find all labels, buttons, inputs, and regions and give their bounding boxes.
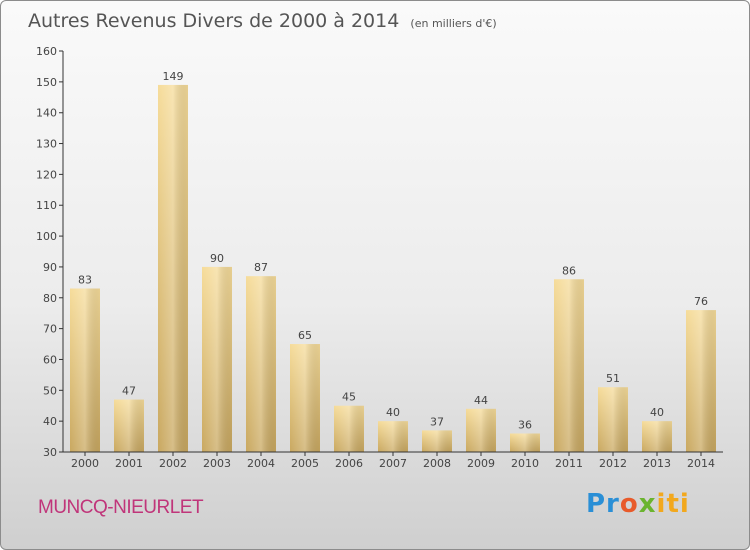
x-tick-label: 2012 [599, 457, 627, 470]
x-tick-label: 2014 [687, 457, 715, 470]
x-tick-label: 2007 [379, 457, 407, 470]
x-tick-label: 2011 [555, 457, 583, 470]
y-tick-label: 140 [36, 107, 57, 120]
bar-value-label: 47 [122, 385, 136, 398]
bar-value-label: 40 [650, 406, 664, 419]
bar-shine [466, 408, 496, 452]
bar-value-label: 37 [430, 415, 444, 428]
bar-shine [510, 433, 540, 452]
y-tick-label: 150 [36, 76, 57, 89]
chart-unit: (en milliers d'€) [410, 17, 497, 30]
bar-value-label: 40 [386, 406, 400, 419]
bar-shine [158, 84, 188, 452]
brand-logo: Proxiti [586, 489, 690, 519]
bar-value-label: 83 [78, 274, 92, 287]
y-tick-label: 60 [43, 353, 57, 366]
bars-group: 83 47 149 90 87 65 45 40 37 44 36 86 51 40 76 [70, 70, 716, 452]
bar-shine [598, 387, 628, 452]
y-tick-label: 30 [43, 446, 57, 459]
y-tick-label: 110 [36, 199, 57, 212]
x-tick-label: 2013 [643, 457, 671, 470]
x-tick-label: 2009 [467, 457, 495, 470]
bar-shine [246, 276, 276, 452]
x-tick-label: 2000 [71, 457, 99, 470]
bar-value-label: 44 [474, 394, 488, 407]
bar-shine [422, 430, 452, 452]
bar-shine [554, 279, 584, 452]
y-tick-label: 50 [43, 384, 57, 397]
y-tick-label: 130 [36, 138, 57, 151]
bar-shine [334, 405, 364, 452]
x-axis: 2000 2001 2002 2003 2004 2005 2006 2007 2008 2009… [63, 451, 723, 470]
location-name: MUNCQ-NIEURLET [38, 497, 204, 518]
chart-title: Autres Revenus Divers de 2000 à 2014 (en… [28, 10, 497, 32]
bar-value-label: 87 [254, 261, 268, 274]
y-tick-label: 120 [36, 168, 57, 181]
bar-shine [202, 266, 232, 452]
x-tick-label: 2010 [511, 457, 539, 470]
bar-shine [290, 344, 320, 452]
chart-title-text: Autres Revenus Divers de 2000 à 2014 [28, 10, 400, 32]
y-tick-label: 100 [36, 230, 57, 243]
x-tick-label: 2002 [159, 457, 187, 470]
y-tick-label: 40 [43, 415, 57, 428]
x-tick-label: 2001 [115, 457, 143, 470]
bar-shine [686, 310, 716, 452]
bar-value-label: 149 [163, 70, 184, 83]
bar-value-label: 65 [298, 329, 312, 342]
bar-value-label: 36 [518, 418, 532, 431]
bar-value-label: 76 [694, 295, 708, 308]
bar-value-label: 51 [606, 372, 620, 385]
y-tick-label: 90 [43, 261, 57, 274]
x-tick-label: 2008 [423, 457, 451, 470]
x-tick-label: 2004 [247, 457, 275, 470]
bar-shine [378, 421, 408, 452]
y-axis: 30 40 50 60 70 80 90 100 110 120 130 140 150 160 [36, 45, 64, 459]
x-tick-label: 2006 [335, 457, 363, 470]
bar-shine [114, 399, 144, 452]
bar-shine [70, 288, 100, 452]
y-tick-label: 160 [36, 45, 57, 58]
x-tick-label: 2003 [203, 457, 231, 470]
y-tick-label: 70 [43, 323, 57, 336]
bar-value-label: 86 [562, 264, 576, 277]
bar-shine [642, 421, 672, 452]
y-tick-label: 80 [43, 292, 57, 305]
bar-value-label: 45 [342, 391, 356, 404]
x-tick-label: 2005 [291, 457, 319, 470]
bar-value-label: 90 [210, 252, 224, 265]
